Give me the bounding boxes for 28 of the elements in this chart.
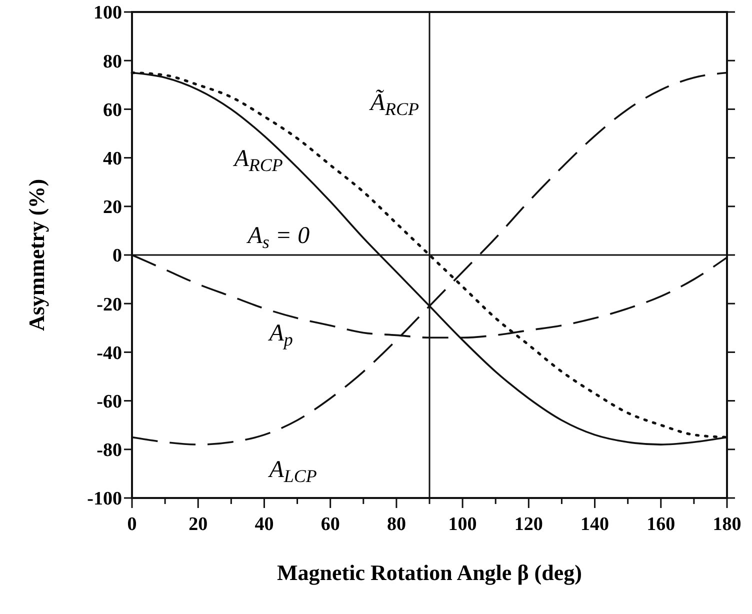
y-tick-label: 20 [103,197,122,218]
series-label: A$_{RCP}$ [232,146,283,176]
y-tick-label: -20 [96,294,122,316]
x-tick-label: 180 [712,514,742,535]
x-tick-label: 120 [514,514,543,535]
x-tick-label: 20 [188,514,208,535]
ref-line-label: A$_{s}$ = 0 [246,223,310,252]
x-tick-label: 60 [320,514,340,535]
y-tick-label: 40 [103,148,122,170]
x-tick-label: 40 [254,514,274,535]
y-axis-title: Asymmetry (%) [24,178,49,332]
text: Ã$_{RCP}$ [368,89,420,120]
y-tick-label: -80 [96,440,122,462]
y-tick-label: 100 [94,2,122,24]
y-tick-label: 0 [112,246,122,267]
series-label: A$_{p}$ [267,320,293,350]
series-label: A$_{LCP}$ [267,456,317,486]
x-tick-label: 160 [646,514,676,535]
x-tick-label: 0 [127,514,137,535]
y-tick-label: -40 [96,342,122,364]
x-axis-title: Magnetic Rotation Angle β (deg) [277,560,582,585]
x-tick-label: 80 [386,514,406,535]
x-tick-label: 100 [448,514,477,535]
y-tick-label: -100 [87,488,122,510]
y-tick-label: -60 [96,391,122,412]
x-tick-label: 140 [580,514,610,535]
y-tick-label: 80 [103,51,122,72]
y-tick-label: 60 [103,100,122,121]
